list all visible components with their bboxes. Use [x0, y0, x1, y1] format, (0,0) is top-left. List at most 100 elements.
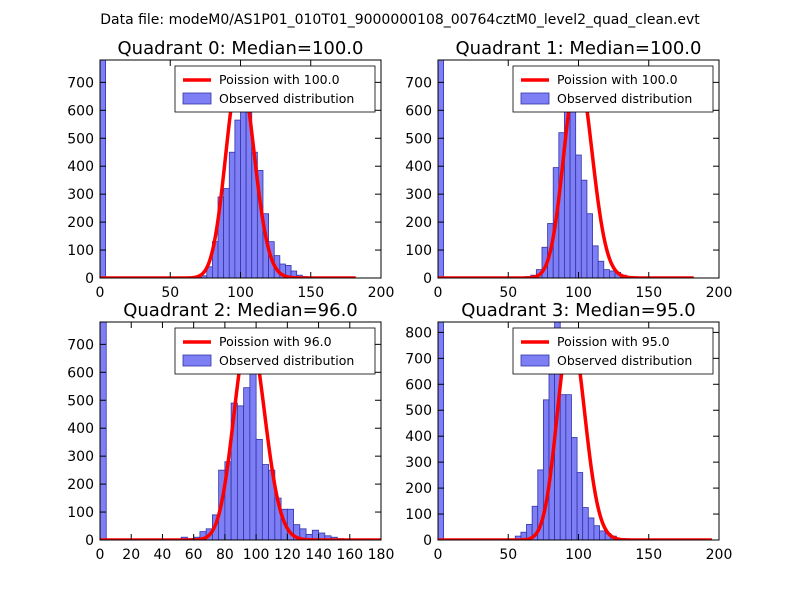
y-tick-label: 800 — [405, 325, 432, 341]
axes-frame — [99, 321, 382, 541]
y-tick-label: 400 — [405, 429, 432, 445]
histogram-bar — [575, 154, 582, 278]
quadrant-2-chart: 0 20 40 60 80 100 120 140 160 1800100200300400500… — [67, 300, 394, 563]
histogram-bar — [261, 464, 270, 540]
y-tick-label: 300 — [405, 187, 432, 203]
poisson-curve — [100, 69, 357, 278]
x-tick-label: 0 — [434, 285, 443, 301]
histogram-bar — [609, 270, 616, 278]
y-tick-label: 700 — [67, 75, 94, 91]
x-tick-label: 120 — [274, 547, 301, 563]
quadrant-1-chart: 0 50 100 150 200 0 100 200 300 400 500 600 700 Quadra… — [405, 38, 732, 301]
x-tick-label: 150 — [635, 547, 662, 563]
x-tick-label: 50 — [161, 285, 179, 301]
histogram-bar — [603, 269, 610, 278]
histogram-bar — [593, 525, 600, 540]
x-tick-label: 80 — [216, 547, 234, 563]
legend-label-poisson: Poission with 100.0 — [557, 72, 678, 87]
x-tick-label: 180 — [368, 547, 395, 563]
legend-bar-swatch — [520, 354, 550, 367]
y-tick-label: 300 — [67, 449, 94, 465]
histogram-bar — [234, 119, 241, 278]
histogram-bar — [228, 151, 236, 278]
quadrant-0-chart: 0 50 100 150 200 0 100 200 300 400 500 600 700 Quadra… — [67, 38, 394, 301]
y-tick-label: 300 — [67, 187, 94, 203]
y-tick-label: 300 — [405, 455, 432, 471]
y-tick-label: 400 — [67, 421, 94, 437]
y-tick-label: 200 — [405, 215, 432, 231]
x-tick-label: 0 — [434, 547, 443, 563]
histogram-bar — [100, 60, 107, 278]
y-tick-label: 400 — [67, 159, 94, 175]
y-tick-label: 200 — [67, 477, 94, 493]
y-tick-label: 600 — [67, 365, 94, 381]
x-tick-label: 100 — [243, 547, 270, 563]
x-tick-label: 20 — [122, 547, 140, 563]
legend-label-observed: Observed distribution — [219, 353, 354, 368]
x-tick-label: 0 — [96, 285, 105, 301]
quadrant-title: Quadrant 2: Median=96.0 — [123, 300, 358, 321]
quadrant-3-chart: 0 50 100 150 200 0 100 200 300 400 500 600 700 800 Qua… — [405, 300, 732, 563]
y-tick-label: 400 — [405, 159, 432, 175]
y-tick-label: 0 — [85, 533, 94, 549]
y-tick-label: 0 — [423, 271, 432, 287]
histogram-bar — [586, 213, 593, 278]
y-tick-label: 100 — [405, 507, 432, 523]
histogram-bar — [223, 188, 230, 278]
x-tick-label: 60 — [185, 547, 203, 563]
quadrant-title: Quadrant 1: Median=100.0 — [456, 38, 702, 59]
histogram-bar — [599, 530, 606, 540]
y-tick-label: 0 — [423, 533, 432, 549]
histogram-bar — [571, 437, 578, 540]
y-tick-label: 200 — [405, 481, 432, 497]
y-tick-label: 500 — [405, 131, 432, 147]
x-tick-label: 100 — [227, 285, 254, 301]
y-tick-label: 700 — [405, 351, 432, 367]
histogram-bar — [580, 179, 588, 278]
y-tick-label: 200 — [67, 215, 94, 231]
y-tick-label: 500 — [67, 131, 94, 147]
histogram-bar — [576, 472, 584, 540]
legend-bar-swatch — [520, 92, 550, 105]
y-tick-label: 600 — [67, 103, 94, 119]
x-tick-label: 50 — [499, 547, 517, 563]
poisson-curve — [438, 69, 695, 278]
histogram-bar — [100, 322, 107, 540]
y-tick-label: 700 — [67, 337, 94, 353]
x-tick-label: 100 — [565, 547, 592, 563]
y-tick-label: 500 — [405, 403, 432, 419]
histogram-bar — [592, 245, 599, 278]
y-tick-label: 100 — [405, 243, 432, 259]
x-tick-label: 150 — [297, 285, 324, 301]
y-tick-label: 600 — [405, 377, 432, 393]
legend-label-poisson: Poission with 100.0 — [219, 72, 340, 87]
quadrant-title: Quadrant 3: Median=95.0 — [461, 300, 696, 321]
legend-label-observed: Observed distribution — [557, 353, 692, 368]
x-tick-label: 200 — [706, 285, 733, 301]
histogram-bar — [597, 260, 605, 278]
y-tick-label: 700 — [405, 75, 432, 91]
legend-label-poisson: Poission with 96.0 — [219, 334, 332, 349]
x-tick-label: 50 — [499, 285, 517, 301]
plot-area — [100, 60, 357, 278]
quadrant-title: Quadrant 0: Median=100.0 — [118, 38, 364, 59]
x-tick-label: 100 — [565, 285, 592, 301]
x-tick-label: 200 — [368, 285, 395, 301]
histogram-bar — [438, 60, 445, 278]
x-tick-label: 140 — [305, 547, 332, 563]
legend-bar-swatch — [182, 92, 212, 105]
figure-suptitle: Data file: modeM0/AS1P01_010T01_90000001… — [100, 12, 700, 28]
x-tick-label: 0 — [96, 547, 105, 563]
y-tick-label: 100 — [67, 505, 94, 521]
x-tick-label: 150 — [635, 285, 662, 301]
histogram-bar — [565, 394, 572, 540]
legend-bar-swatch — [182, 354, 212, 367]
y-tick-label: 100 — [67, 243, 94, 259]
histogram-bar — [243, 387, 251, 540]
x-tick-label: 40 — [154, 547, 172, 563]
plot-area — [438, 60, 695, 278]
y-tick-label: 600 — [405, 103, 432, 119]
legend-label-observed: Observed distribution — [557, 91, 692, 106]
histogram-bar — [236, 405, 245, 540]
